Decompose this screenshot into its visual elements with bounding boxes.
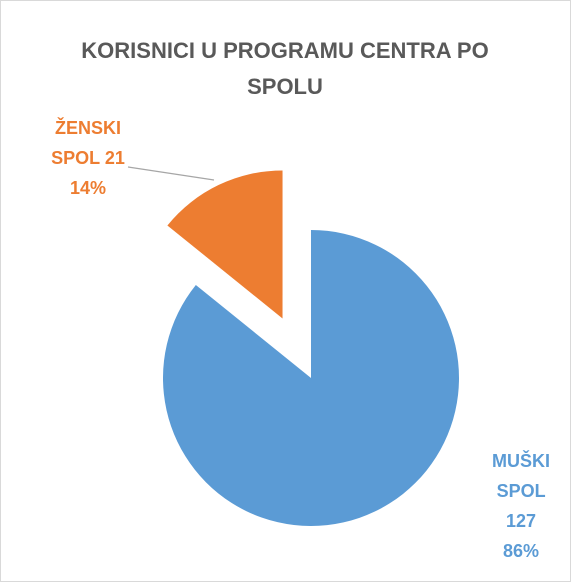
label-value: 21 bbox=[104, 148, 125, 168]
leader-line bbox=[127, 166, 215, 181]
data-label: MUŠKI SPOL 127 86% bbox=[484, 446, 558, 566]
pie-slice bbox=[162, 230, 459, 526]
label-value: 127 bbox=[505, 511, 537, 531]
label-category: ŽENSKI SPOL bbox=[51, 118, 121, 168]
pie-slice bbox=[167, 170, 283, 319]
label-percent: 86% bbox=[502, 541, 540, 561]
chart-title: KORISNICI U PROGRAMU CENTRA PO SPOLU bbox=[81, 38, 489, 99]
data-label: ŽENSKI SPOL 21 14% bbox=[36, 113, 140, 203]
label-percent: 14% bbox=[69, 178, 107, 198]
label-category: MUŠKI SPOL bbox=[492, 451, 550, 501]
